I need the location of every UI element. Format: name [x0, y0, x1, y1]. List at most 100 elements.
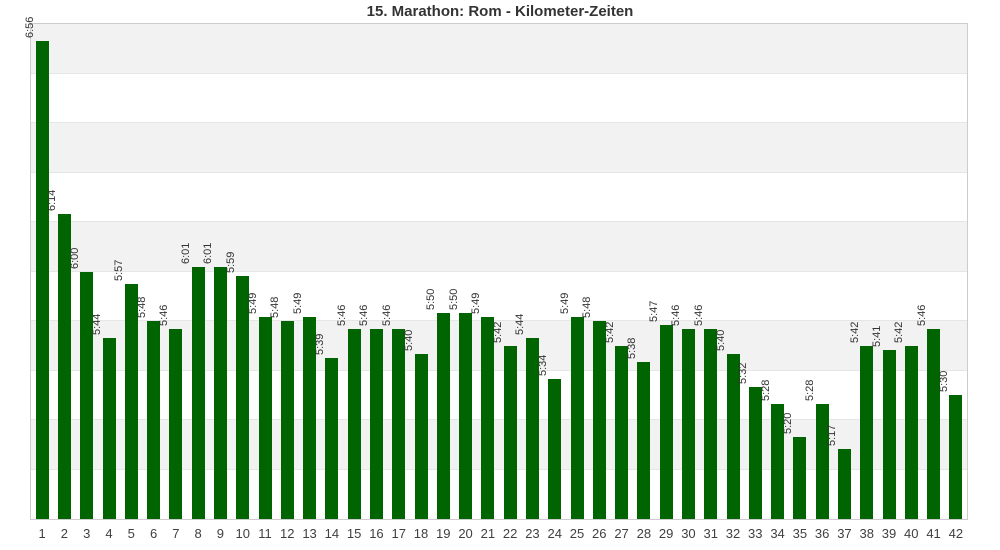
x-tick-label-8: 8: [194, 526, 202, 541]
bar-km-38[interactable]: [860, 345, 874, 519]
bar-km-20[interactable]: [459, 312, 473, 519]
value-label-km-5: 5:57: [113, 259, 126, 281]
bar-km-16[interactable]: [369, 329, 383, 519]
bar-km-40[interactable]: [904, 345, 918, 519]
bar-km-34[interactable]: [771, 403, 785, 519]
x-tick-label-4: 4: [105, 526, 113, 541]
bar-km-24[interactable]: [548, 378, 562, 519]
bar-km-7[interactable]: [169, 329, 183, 519]
bar-km-22[interactable]: [503, 345, 517, 519]
value-label-km-13: 5:49: [291, 292, 304, 314]
value-label-km-37: 5:17: [826, 424, 839, 446]
value-label-km-30: 5:46: [670, 304, 683, 327]
plot-band: [31, 172, 967, 222]
bar-km-6[interactable]: [147, 321, 161, 519]
x-tick-label-32: 32: [725, 526, 741, 541]
bar-km-8[interactable]: [191, 267, 205, 519]
bar-km-12[interactable]: [280, 321, 294, 519]
bar-km-1[interactable]: [35, 40, 49, 519]
bar-km-14[interactable]: [325, 358, 339, 519]
value-label-km-38: 5:42: [848, 321, 861, 343]
plot-band: [31, 321, 967, 371]
bar-km-10[interactable]: [236, 275, 250, 519]
bar-km-31[interactable]: [704, 329, 718, 519]
bar-km-25[interactable]: [570, 316, 584, 519]
value-label-km-11: 5:49: [247, 292, 259, 314]
bar-km-11[interactable]: [258, 316, 272, 519]
x-tick-label-17: 17: [391, 526, 406, 541]
plot-band: [31, 370, 967, 420]
bar-km-15[interactable]: [347, 329, 361, 519]
value-label-km-9: 6:01: [202, 242, 215, 265]
value-label-km-6: 5:48: [135, 296, 148, 318]
bar-km-42[interactable]: [949, 395, 963, 519]
value-label-km-39: 5:41: [871, 325, 883, 347]
x-tick-label-40: 40: [904, 526, 919, 541]
x-tick-label-21: 21: [480, 526, 496, 541]
bar-km-2[interactable]: [57, 213, 71, 519]
x-tick-label-34: 34: [770, 526, 785, 541]
bar-km-32[interactable]: [726, 354, 740, 519]
x-tick-label-9: 9: [216, 526, 225, 541]
value-label-km-35: 5:20: [781, 412, 794, 434]
value-label-km-15: 5:46: [336, 304, 349, 327]
x-tick-label-23: 23: [525, 526, 540, 541]
x-tick-label-13: 13: [302, 526, 317, 541]
bar-km-39[interactable]: [882, 349, 896, 519]
x-tick-label-35: 35: [792, 526, 808, 541]
bar-km-41[interactable]: [927, 329, 941, 519]
value-label-km-3: 6:00: [68, 247, 81, 269]
value-label-km-4: 5:44: [91, 313, 103, 335]
bar-km-17[interactable]: [392, 329, 406, 519]
bar-km-23[interactable]: [525, 337, 539, 519]
bar-km-13[interactable]: [303, 316, 317, 519]
bar-km-36[interactable]: [815, 403, 829, 519]
value-label-km-2: 6:14: [46, 189, 59, 211]
bar-km-28[interactable]: [637, 362, 651, 519]
x-tick-label-20: 20: [458, 526, 473, 541]
bar-km-4[interactable]: [102, 337, 116, 519]
bar-km-3[interactable]: [80, 271, 94, 519]
x-tick-label-1: 1: [38, 526, 46, 541]
bar-km-21[interactable]: [481, 316, 495, 519]
value-label-km-21: 5:49: [469, 292, 482, 314]
x-tick-label-37: 37: [837, 526, 852, 541]
plot-band: [31, 469, 967, 519]
bar-km-35[interactable]: [793, 436, 807, 519]
x-tick-label-41: 41: [926, 526, 941, 541]
x-tick-label-33: 33: [748, 526, 763, 541]
bar-km-37[interactable]: [837, 448, 851, 519]
bar-km-5[interactable]: [124, 283, 138, 519]
x-tick-label-39: 39: [881, 526, 897, 541]
value-label-km-24: 5:34: [536, 354, 549, 376]
bar-km-19[interactable]: [436, 312, 450, 519]
x-tick-label-18: 18: [413, 526, 429, 541]
x-tick-label-42: 42: [948, 526, 964, 541]
value-label-km-32: 5:40: [715, 329, 727, 351]
x-tick-label-14: 14: [324, 526, 340, 541]
value-label-km-22: 5:42: [492, 321, 505, 343]
value-label-km-26: 5:48: [581, 296, 594, 318]
x-tick-label-11: 11: [258, 526, 272, 541]
x-tick-label-22: 22: [502, 526, 518, 541]
x-tick-label-7: 7: [172, 526, 180, 541]
value-label-km-42: 5:30: [937, 370, 950, 393]
value-label-km-34: 5:28: [759, 379, 772, 401]
plot-band: [31, 123, 967, 173]
bar-km-18[interactable]: [414, 354, 428, 519]
x-tick-label-6: 6: [149, 526, 158, 541]
bar-km-30[interactable]: [681, 329, 695, 519]
bar-km-9[interactable]: [213, 267, 227, 519]
value-label-km-1: 6:56: [24, 16, 37, 38]
value-label-km-17: 5:46: [380, 304, 393, 327]
x-tick-label-31: 31: [703, 526, 718, 541]
value-label-km-10: 5:59: [224, 251, 237, 273]
x-tick-label-27: 27: [614, 526, 629, 541]
bar-km-26[interactable]: [592, 321, 606, 519]
bar-km-33[interactable]: [748, 387, 762, 519]
plot-band: [31, 222, 967, 272]
value-label-km-19: 5:50: [425, 288, 438, 310]
value-label-km-18: 5:40: [403, 329, 415, 351]
bar-km-27[interactable]: [615, 345, 629, 519]
bar-km-29[interactable]: [659, 325, 673, 519]
